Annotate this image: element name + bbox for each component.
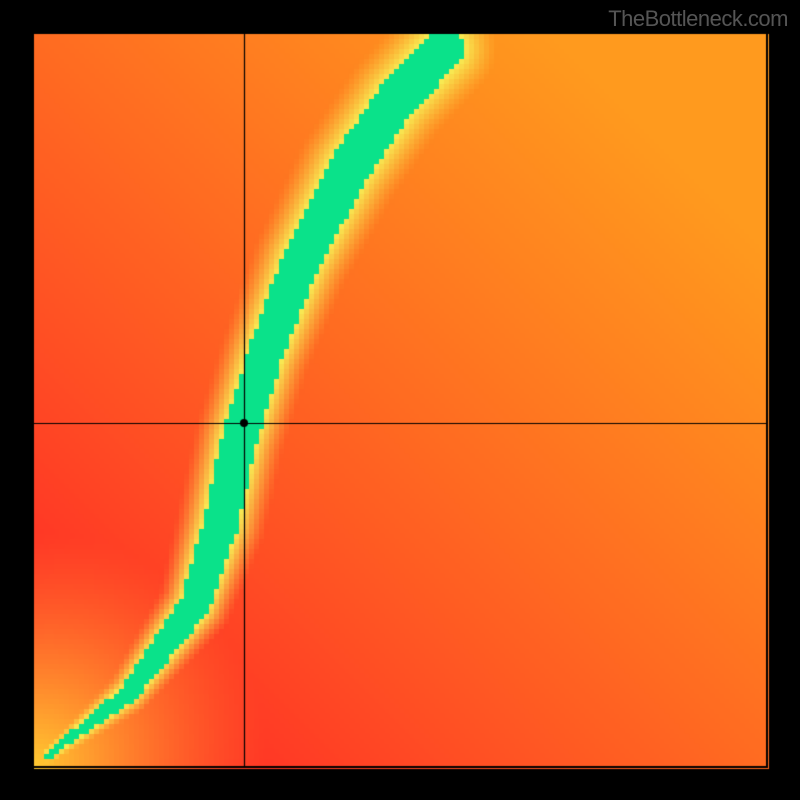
bottleneck-heatmap: [0, 0, 800, 800]
